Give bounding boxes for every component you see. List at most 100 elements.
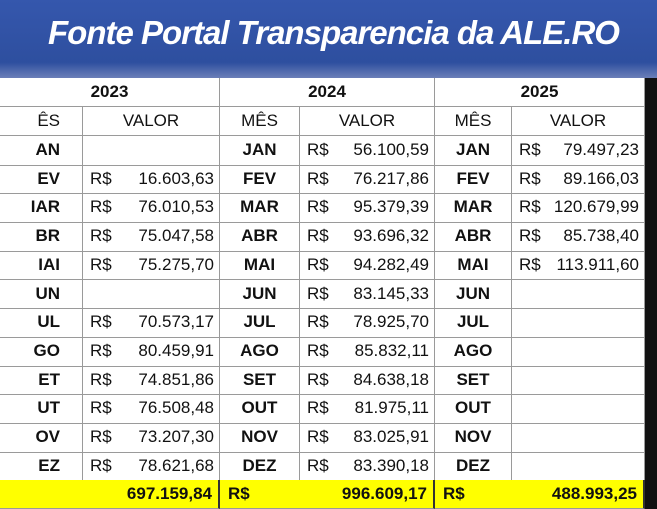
month: JUN [455,283,490,303]
month-cell: OV [0,423,83,453]
month-cell: SET [220,365,300,396]
month-cell: NOV [435,423,512,453]
banner: Fonte Portal Transparencia da ALE.RO [0,0,657,78]
month: JUL [243,312,276,332]
value: 76.010,53 [138,197,214,217]
month-cell: MAI [435,250,512,281]
month-cell: UL [0,308,83,338]
value-cell [512,308,645,338]
month: SET [456,369,490,389]
currency: R$ [519,168,541,188]
year-cell: 2024 [220,78,435,107]
month: JUN [242,283,277,303]
header-cell: VALOR [512,107,645,136]
header: MÊS [454,111,492,130]
total: 996.609,17 [341,484,427,504]
header-cell: VALOR [83,107,220,136]
value-cell: R$ 85.832,11 [300,336,435,367]
month: IAR [30,197,60,217]
header: ÊS [37,111,60,130]
header-cell: MÊS [435,107,512,136]
value: 76.217,86 [353,168,429,188]
month-cell: ABR [435,222,512,252]
value: 83.390,18 [353,455,429,475]
currency: R$ [519,254,541,274]
month-cell: EZ [0,451,83,482]
month-cell: JAN [220,136,300,166]
currency: R$ [443,484,465,504]
value-cell: R$ 83.145,33 [300,279,435,310]
month-cell: JUN [435,279,512,310]
value-cell: R$ 93.696,32 [300,222,435,252]
currency: R$ [307,197,329,217]
currency: R$ [519,226,541,246]
month-cell: DEZ [220,451,300,482]
currency: R$ [307,369,329,389]
month: GO [33,340,60,360]
value: 76.508,48 [138,398,214,418]
month: DEZ [456,455,490,475]
value: 16.603,63 [138,168,214,188]
total: 697.159,84 [126,484,212,504]
month: SET [242,369,277,389]
month: AGO [453,340,493,360]
month-cell: JUL [220,308,300,338]
month: FEV [242,168,277,188]
value-cell: R$ 120.679,99 [512,193,645,224]
value-cell [512,336,645,367]
year: 2024 [308,82,346,101]
value: 74.851,86 [138,369,214,389]
value-cell: R$ 74.851,86 [83,365,220,396]
month: EV [37,168,60,188]
value: 89.166,03 [563,168,639,188]
year-cell: 2025 [435,78,645,107]
value-cell: R$ 89.166,03 [512,164,645,195]
total-cell: R$ 996.609,17 [220,480,435,509]
month: NOV [241,427,278,446]
value-cell: R$ 113.911,60 [512,250,645,281]
month: JUL [456,312,490,332]
total: 488.993,25 [551,484,637,504]
month-cell: ABR [220,222,300,252]
month: EZ [38,455,60,475]
currency: R$ [307,168,329,188]
header-cell: MÊS [220,107,300,136]
value: 85.832,11 [354,340,429,360]
currency: R$ [90,340,112,360]
month: DEZ [242,455,277,475]
header: VALOR [549,111,607,130]
value-cell: R$ 56.100,59 [300,136,435,166]
value-cell: R$ 95.379,39 [300,193,435,224]
value-cell: R$ 78.925,70 [300,308,435,338]
currency: R$ [90,168,112,188]
month-cell: UT [0,394,83,424]
month-cell: UN [0,279,83,310]
month-cell: EV [0,164,83,195]
currency: R$ [307,283,329,303]
month: JAN [242,140,277,159]
month-cell: AGO [435,336,512,367]
month: OUT [241,398,278,418]
header: VALOR [122,111,180,130]
value: 75.047,58 [138,226,214,246]
value-cell [83,279,220,310]
month-cell: GO [0,336,83,367]
value: 120.679,99 [553,197,639,217]
header: MÊS [241,111,278,130]
currency: R$ [307,455,329,475]
value: 81.975,11 [354,398,429,418]
currency: R$ [307,427,329,446]
value-cell: R$ 76.508,48 [83,394,220,424]
header: VALOR [338,111,396,130]
value: 94.282,49 [353,254,429,274]
value-cell: R$ 78.621,68 [83,451,220,482]
month-cell: OUT [435,394,512,424]
currency: R$ [307,226,329,246]
value-cell: R$ 75.275,70 [83,250,220,281]
value-cell: R$ 76.217,86 [300,164,435,195]
value-cell: R$ 16.603,63 [83,164,220,195]
value-cell: R$ 75.047,58 [83,222,220,252]
currency: R$ [90,455,112,475]
total-cell: 697.159,84 [0,480,220,509]
month: IAI [38,254,60,274]
